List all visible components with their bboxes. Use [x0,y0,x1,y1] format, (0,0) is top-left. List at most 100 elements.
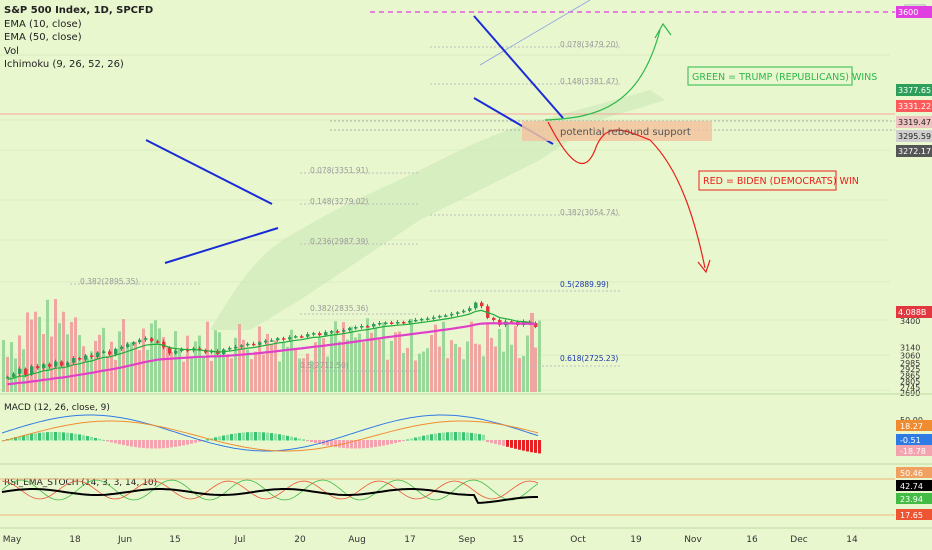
macd-histogram-bar [370,440,373,448]
macd-histogram-bar [286,435,289,441]
time-axis-tick: Nov [684,535,702,545]
volume-bar [422,351,425,392]
candle-body [24,368,28,375]
volume-bar [166,347,169,392]
volume-bar [222,351,225,392]
macd-histogram-bar [362,440,365,449]
volume-bar [22,349,25,392]
volume-bar [426,348,429,392]
rebound-support-label: potential rebound support [560,127,691,138]
volume-bar [406,347,409,392]
rsi-label-box [896,480,932,491]
volume-bar [402,352,405,392]
price-label-box [896,116,932,128]
volume-bar [118,331,121,392]
volume-bar [298,358,301,392]
volume-bar [6,356,9,392]
macd-histogram-bar [194,440,197,443]
macd-histogram-bar [530,440,533,453]
volume-bar [514,325,517,392]
indicator-ichimoku: Ichimoku (9, 26, 52, 26) [4,59,124,70]
candle-body [156,341,160,343]
volume-bar [434,324,437,392]
green-arrowhead [654,22,672,39]
volume-bar [366,318,369,392]
time-axis-tick: May [3,535,22,545]
candle-body [66,362,70,366]
trendline [473,15,564,119]
candle-body [360,326,364,328]
candle-body [384,322,388,324]
volume-bar [198,335,201,392]
volume-bar [526,335,529,392]
fib-level-label: 0.236(2987.39) [310,237,368,246]
green-projection-arrow [544,29,661,121]
volume-bar [310,360,313,392]
rsi-axis-label: 17.65 [900,511,923,520]
volume-bar [470,321,473,392]
volume-bar [350,326,353,392]
macd-histogram-bar [406,439,409,441]
candle-body [408,320,412,323]
macd-histogram-bar [234,433,237,441]
volume-bar [130,342,133,392]
ema50-line [7,322,536,386]
candle-body [246,343,250,346]
time-axis-tick: 20 [294,535,306,545]
macd-histogram-bar [434,433,437,441]
macd-histogram-bar [478,434,481,441]
candle-body [12,373,16,377]
macd-line [1,414,539,452]
macd-histogram-bar [510,440,513,448]
macd-histogram-bar [262,432,265,441]
volume-bar [142,328,145,392]
macd-histogram-bar [270,433,273,441]
macd-histogram-bar [306,440,309,442]
macd-histogram-bar [178,440,181,447]
macd-histogram-bar [258,432,261,441]
volume-bar [382,322,385,392]
macd-histogram-bar [534,440,537,453]
macd-histogram-bar [130,440,133,447]
macd-histogram-bar [218,436,221,441]
macd-label-box [896,420,932,431]
macd-histogram-bar [410,438,413,441]
rsi-label-box [896,493,932,504]
price-axis-tick: 2985 [900,359,920,368]
trendline [145,139,273,205]
volume-bar [162,337,165,392]
volume-bar [354,337,357,392]
macd-histogram-bar [106,440,109,442]
macd-histogram-bar [354,440,357,449]
candle-body [288,337,292,340]
volume-bar [466,341,469,392]
price-label-value: 4.088B [898,308,926,317]
trendline [164,227,279,264]
candle-body [234,346,238,349]
volume-bar [290,329,293,392]
macd-histogram-bar [474,433,477,441]
macd-histogram-bar [150,440,153,449]
macd-histogram-bar [298,438,301,441]
macd-histogram-bar [146,440,149,449]
macd-histogram-bar [274,433,277,441]
volume-bar [458,347,461,392]
volume-bar [170,352,173,392]
volume-bar [230,358,233,392]
macd-histogram-bar [490,440,493,443]
macd-signal-line [1,420,539,452]
time-axis-tick: 16 [746,535,758,545]
macd-histogram-bar [142,440,145,449]
price-label-box [896,6,932,18]
red-label-text: RED = BIDEN (DEMOCRATS) WIN [703,176,859,187]
candle-body [198,348,202,350]
volume-bar [258,326,261,392]
time-axis-tick: 17 [404,535,415,545]
macd-histogram-bar [170,440,173,448]
fib-level-label: 0.618(2725.23) [560,354,618,363]
candle-body [54,361,58,367]
volume-bar [274,340,277,392]
indicator-ema10: EMA (10, close) [4,18,82,30]
volume-bar [122,319,125,392]
